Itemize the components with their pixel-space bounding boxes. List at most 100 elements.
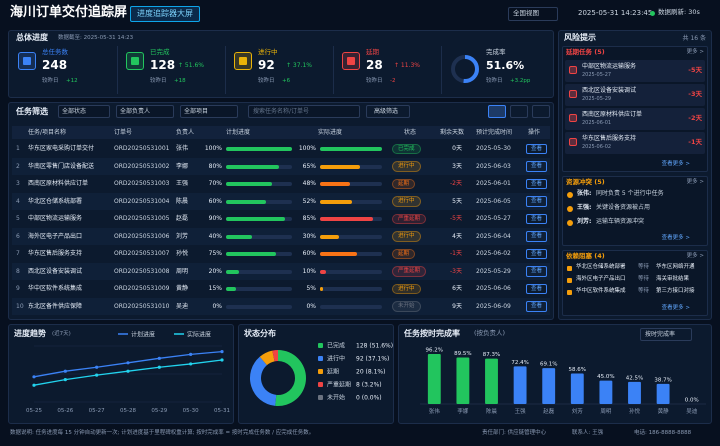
filter-select-text[interactable]: 全部项目 <box>184 108 209 115</box>
bar <box>628 381 641 404</box>
row-action[interactable]: 查看 <box>526 161 548 172</box>
risk-group <box>562 176 708 246</box>
row-action[interactable]: 查看 <box>526 283 548 295</box>
advanced-text[interactable]: 高级筛选 <box>374 108 399 115</box>
trend-point <box>63 369 67 373</box>
risk-count: 共 16 条 <box>682 35 706 42</box>
row-action[interactable]: 查看 <box>526 178 548 190</box>
row-plan-label: 75% <box>208 250 222 257</box>
task-title: 任务筛选 <box>16 107 48 116</box>
actual-track <box>320 182 382 186</box>
filter-select-text[interactable]: 全部状态 <box>62 108 87 115</box>
x-tick-label: 05-29 <box>151 408 167 414</box>
plan-bar <box>226 147 292 151</box>
bar-value-label: 0.0% <box>685 398 699 404</box>
conflict-text: 关键设备资源被占用 <box>596 204 651 211</box>
legend-swatch <box>318 369 323 374</box>
risk-group-more[interactable]: 更多 > <box>686 253 704 259</box>
risk-item-delay: -1天 <box>688 138 702 146</box>
ontime-selector[interactable]: 按时完成率 <box>640 328 693 342</box>
row-eta: 2025-06-03 <box>476 162 511 170</box>
trend-point <box>189 362 193 366</box>
actual-track <box>320 287 382 291</box>
trend-point <box>157 365 161 369</box>
plan-track <box>226 234 292 239</box>
risk-group-more[interactable]: 更多 > <box>686 179 704 185</box>
risk-item-delay: -3天 <box>688 90 702 98</box>
trend-point <box>32 383 36 387</box>
row-remaining: 6天 <box>452 285 462 292</box>
row-no: 10 <box>16 302 24 310</box>
filter-select-text[interactable]: 全部负责人 <box>120 108 151 115</box>
view-toggle[interactable] <box>532 105 550 118</box>
risk-group-footer[interactable]: 查看更多 > <box>661 235 690 241</box>
risk-group-more[interactable]: 更多 > <box>686 49 704 55</box>
view-toggle[interactable] <box>488 105 506 118</box>
legend-swatch <box>318 395 323 400</box>
bar-value-label: 89.5% <box>454 351 471 357</box>
x-tick-label: 刘芳 <box>572 407 584 415</box>
row-eta: 2025-06-04 <box>476 232 511 240</box>
plan-bar <box>226 164 279 169</box>
bar <box>513 366 527 404</box>
blocked-task: 华北区仓储系统部署 <box>576 264 626 270</box>
summary-as-of: 数据截至: 2025-05-31 14:23 <box>58 35 134 41</box>
kpi-label: 总任务数 <box>42 48 68 56</box>
region-select[interactable]: 全国视图 <box>508 7 558 21</box>
row-owner: 孙悦 <box>176 250 189 257</box>
row-actual-label: 30% <box>302 232 316 240</box>
trend-point <box>95 365 99 369</box>
row-action[interactable]: 查看 <box>526 196 548 207</box>
rate-change-label: 较昨日 <box>486 78 503 84</box>
row-owner: 黄静 <box>176 285 189 292</box>
donut-segment <box>275 350 307 406</box>
row-eta: 2025-05-27 <box>476 215 511 222</box>
filter-select[interactable] <box>116 105 174 118</box>
actual-bar <box>320 234 339 239</box>
bar-value-label: 58.6% <box>569 367 586 373</box>
view-toggle[interactable] <box>510 105 528 118</box>
kpi-change: +18 <box>174 78 186 84</box>
row-action[interactable]: 查看 <box>526 266 548 277</box>
row-action[interactable]: 查看 <box>526 143 548 155</box>
summary-panel <box>8 30 554 98</box>
kpi-value: 92 <box>258 58 275 72</box>
kpi-card <box>14 46 118 94</box>
plan-bar <box>226 234 253 239</box>
row-action[interactable]: 查看 <box>526 248 548 260</box>
risk-group-title: 依赖阻塞 (4) <box>566 252 605 260</box>
search-placeholder[interactable]: 搜索任务名称/订单号 <box>253 108 310 115</box>
row-name: 华中区软件系统集成 <box>28 285 83 292</box>
risk-item-icon <box>569 90 577 98</box>
column-header: 状态 <box>404 129 417 136</box>
row-action[interactable]: 查看 <box>526 213 548 225</box>
blocked-icon <box>567 266 572 271</box>
blocked-dep: 华东区网络开通 <box>656 264 695 270</box>
bar-value-label: 72.4% <box>511 360 528 366</box>
table-header <box>12 126 550 139</box>
advanced-button[interactable] <box>366 105 410 118</box>
row-action[interactable]: 查看 <box>526 231 548 242</box>
plan-bar <box>226 199 266 204</box>
risk-group-footer[interactable]: 查看更多 > <box>661 161 690 167</box>
row-action[interactable]: 查看 <box>526 301 548 312</box>
filter-select[interactable] <box>180 105 238 118</box>
risk-item-delay: -2天 <box>688 114 702 122</box>
view-badge[interactable]: 进度追踪器大屏 <box>130 6 200 22</box>
donut-segment <box>272 350 278 362</box>
row-actual-label: 85% <box>302 215 316 222</box>
row-eta: 2025-05-30 <box>476 145 511 152</box>
plan-bar <box>226 217 286 221</box>
row-eta: 2025-06-05 <box>476 197 511 205</box>
actual-bar <box>320 287 324 291</box>
filter-select[interactable] <box>58 105 110 118</box>
row-owner: 周明 <box>176 267 189 275</box>
row-eta: 2025-06-06 <box>476 285 511 292</box>
blocked-icon <box>567 278 572 283</box>
row-order: ORD20250531006 <box>114 232 170 240</box>
search-box[interactable] <box>248 105 360 118</box>
bar <box>456 357 470 404</box>
trend-point <box>32 375 36 379</box>
risk-group-footer[interactable]: 查看更多 > <box>661 305 690 311</box>
conflict-icon <box>567 206 573 212</box>
